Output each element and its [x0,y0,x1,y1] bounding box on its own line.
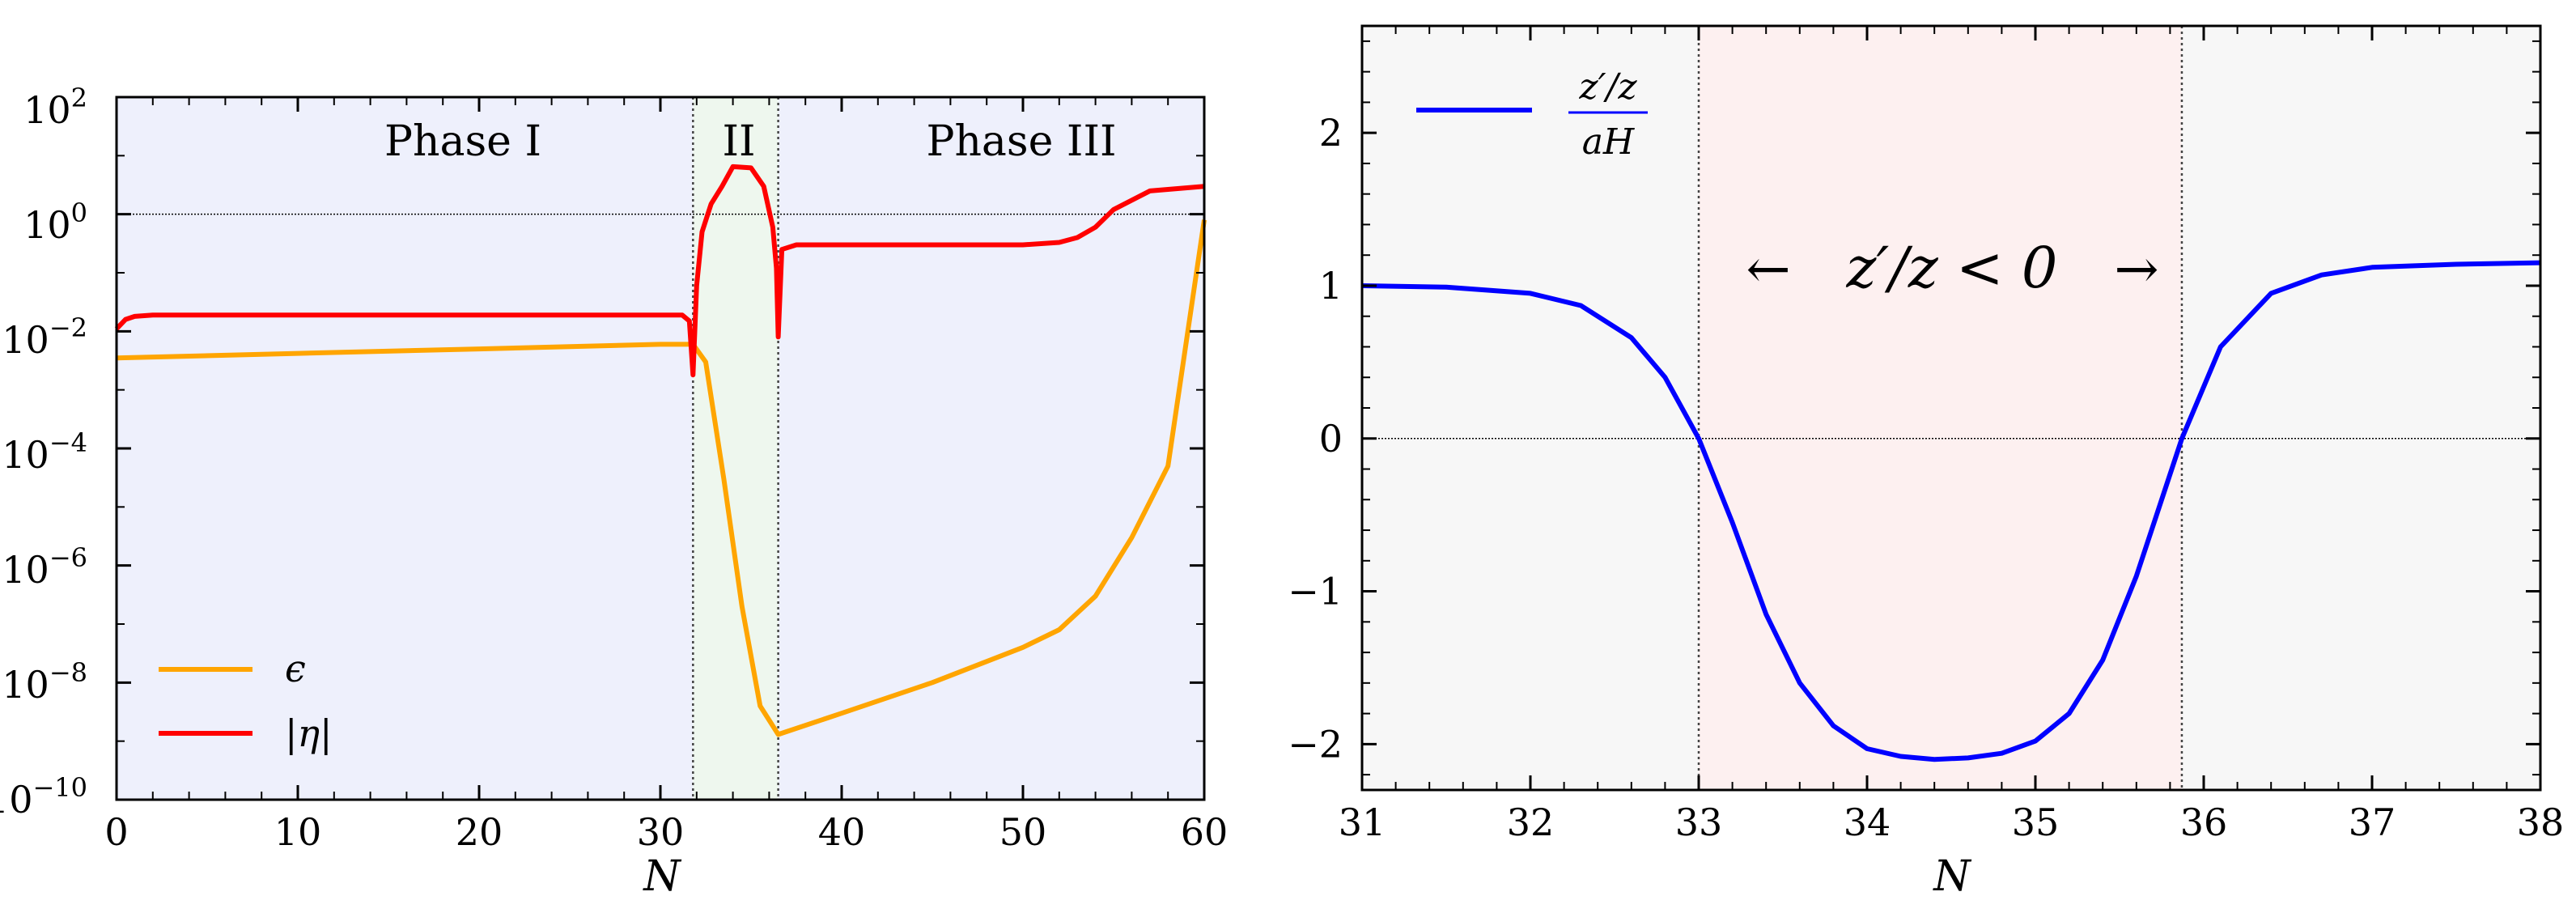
x-tick-label: 0 [104,810,128,854]
x-tick-label: 37 [2349,800,2396,844]
legend-numerator: z′/z [1578,66,1637,108]
legend-denominator: aH [1582,121,1636,163]
x-tick-label: 35 [2012,800,2060,844]
negative-region-shading [1699,26,2182,790]
zprime-over-z-line [1361,260,2541,762]
y-tick-label: −2 [1288,722,1343,766]
left-y-tick-labels: 102 100 10−2 10−4 10−6 10−8 10−10 [0,83,87,822]
eta-line [114,163,1205,378]
y-tick-label: 10−6 [2,542,87,592]
phase-ii-label: II [722,117,755,166]
x-tick-label: 20 [456,810,503,854]
phase-i-label: Phase I [384,117,541,166]
eta-legend-label: |η| [285,711,333,755]
left-x-axis-label: N [642,852,681,901]
x-tick-label: 40 [818,810,866,854]
x-tick-label: 60 [1181,810,1229,854]
left-arrow: ← [1746,238,1790,300]
x-tick-label: 10 [274,810,322,854]
y-tick-label: 10−2 [2,312,87,362]
phase-iii-label: Phase III [926,117,1116,166]
y-tick-label: 0 [1319,417,1343,461]
left-x-tick-labels: 0 10 20 30 40 50 60 [104,810,1228,854]
right-plot-frame [1360,24,2542,792]
left-plot-frame [115,96,1206,801]
negative-region-annotation: ← z′/z < 0 → [1746,235,2158,301]
right-x-tick-labels: 31 32 33 34 35 36 37 38 [1339,800,2565,844]
x-tick-label: 32 [1507,800,1555,844]
y-tick-label: 102 [23,83,87,132]
x-tick-label: 36 [2180,800,2228,844]
x-tick-label: 34 [1844,800,1891,844]
right-arrow: → [2114,238,2158,300]
right-legend: z′/z aH [1416,66,1648,163]
x-tick-label: 30 [637,810,685,854]
right-plot: 210−1−2 31 32 33 34 35 36 37 38 N ← z′/z < 0 → … [1288,24,2565,901]
annotation-text: z′/z < 0 [1846,235,2058,301]
y-tick-label: 2 [1319,111,1343,155]
epsilon-legend-label: ϵ [285,647,306,690]
right-x-axis-label: N [1932,852,1971,901]
right-y-tick-labels: 2 1 0 −1 −2 [1288,111,1343,766]
x-tick-label: 33 [1675,800,1723,844]
y-tick-label: −1 [1288,570,1343,614]
y-tick-label: 100 [23,197,87,247]
y-tick-label: 10−4 [2,427,87,477]
epsilon-line [116,219,1207,737]
y-tick-label: 10−10 [0,772,87,822]
y-tick-label: 1 [1319,264,1343,308]
x-tick-label: 38 [2517,800,2565,844]
left-legend: ϵ |η| [159,647,333,755]
x-tick-label: 50 [999,810,1047,854]
left-plot: Phase I II Phase III 102 100 10−2 10−4 1… [0,83,1228,901]
left-plot-background [117,97,1204,800]
y-tick-label: 10−8 [2,657,87,707]
right-ticks [1360,26,2542,790]
left-ticks [115,96,1206,801]
x-tick-label: 31 [1339,800,1386,844]
